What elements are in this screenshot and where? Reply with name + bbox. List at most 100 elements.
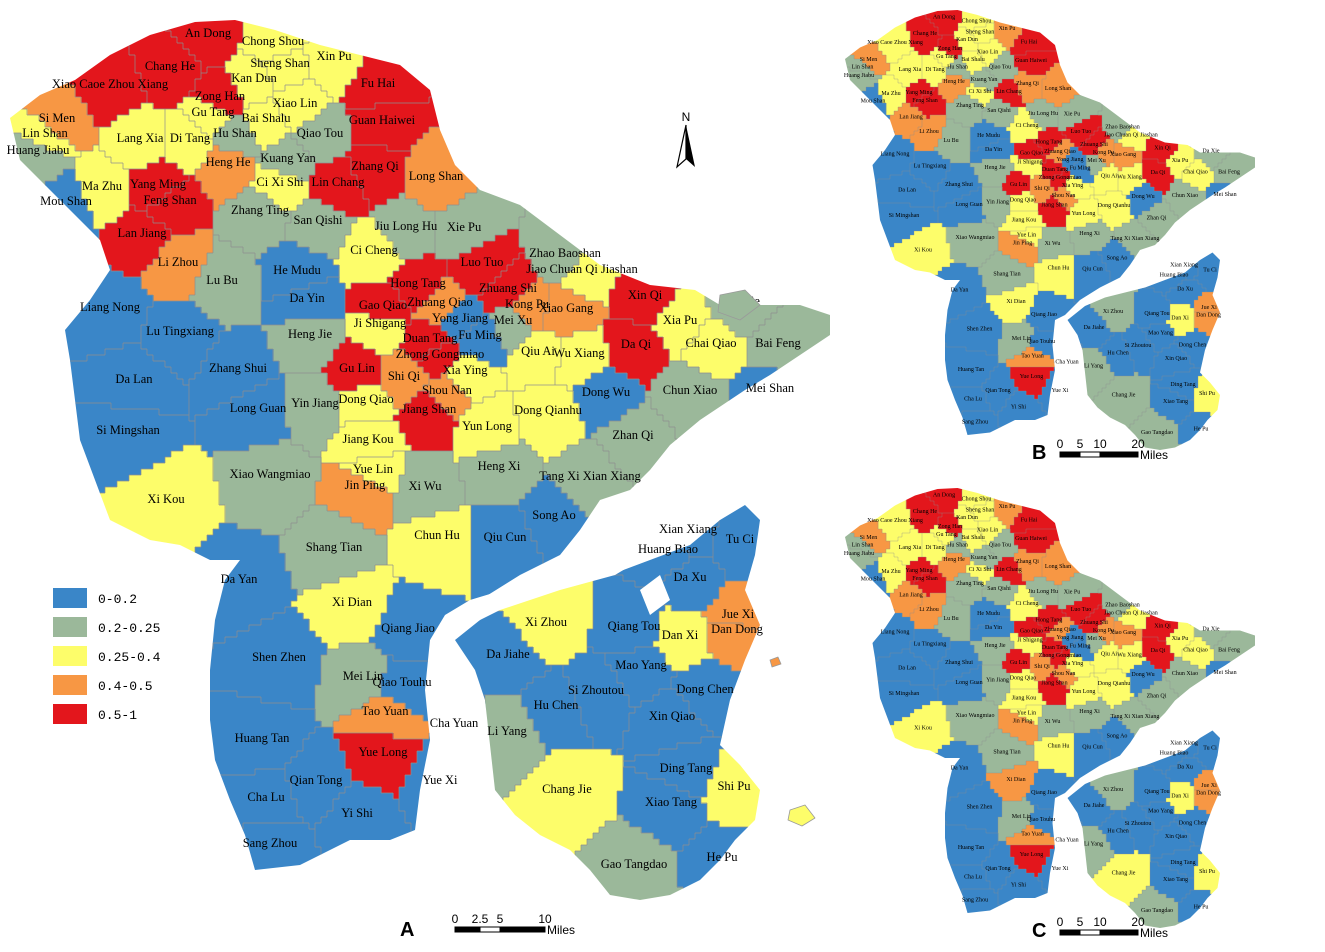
- c-region-duan-tang: [1042, 637, 1067, 658]
- c-region-xiao-gang: [1114, 621, 1143, 650]
- a-label-qiang-tou: Qiang Tou: [608, 619, 661, 633]
- a-label-da-qi: Da Qi: [621, 337, 652, 351]
- c-label-huang-jiabu: Huang Jiabu: [844, 551, 874, 557]
- lake-water: [640, 575, 670, 615]
- a-region-si-zhoutou: [563, 647, 636, 756]
- c-label-guan-haiwei: Guan Haiwei: [1015, 536, 1047, 542]
- a-region-heng-he: [195, 145, 256, 212]
- c-region-luo-tuo: [1062, 593, 1103, 626]
- b-label-sang-zhou: Sang Zhou: [962, 420, 988, 426]
- b-region-yin-jiang: [982, 187, 1011, 228]
- a-region-cha-yuan: [455, 659, 486, 882]
- c-label-gao-tangdao: Gao Tangdao: [1141, 908, 1173, 914]
- c-label-bai-feng: Bai Feng: [1218, 648, 1240, 654]
- b-label-yong-jiang: Yong Jiang: [1057, 157, 1084, 163]
- a-label-heng-he: Heng He: [206, 155, 251, 169]
- c-region-heng-jie: [970, 637, 1015, 666]
- c-label-jin-ping: Jin Ping: [1013, 719, 1033, 725]
- b-region-lu-tingxiang: [910, 151, 951, 192]
- c-label-da-jiahe: Da Jiahe: [1084, 803, 1105, 809]
- panel-c-labels: An Dong Chong Shou Xin Pu Chang He Xiao Caoe…: [844, 493, 1240, 915]
- a-label-tao-yuan: Tao Yuan: [362, 704, 410, 718]
- b-label-fu-ming: Fu Ming: [1070, 166, 1091, 172]
- a-label-dong-wu: Dong Wu: [582, 385, 631, 399]
- b-label-shou-nan: Shou Nan: [1052, 193, 1076, 199]
- c-label-tu-ci: Tu Ci: [1203, 746, 1217, 752]
- b-label-mao-yang: Mao Yang: [1148, 331, 1173, 337]
- b-label-qian-tong: Qian Tong: [985, 388, 1010, 394]
- a-label-gao-tangdao: Gao Tangdao: [601, 857, 668, 871]
- b-region-dong-qiao: [1010, 191, 1039, 212]
- c-label-chang-jie: Chang Jie: [1112, 871, 1136, 877]
- a-region-zhang-ting: [213, 187, 292, 260]
- a-region-san-qishi: [285, 199, 358, 260]
- b-label-luo-tuo: Luo Tuo: [1071, 129, 1092, 135]
- c-label-luo-tuo: Luo Tuo: [1071, 607, 1092, 613]
- b-region-hu-shan: [946, 55, 971, 80]
- a-region-tao-yuan: [333, 697, 436, 740]
- a-region-he-mudu: [255, 241, 340, 302]
- b-label-cha-yuan: Cha Yuan: [1055, 360, 1078, 366]
- legend-label-2: 0.25-0.4: [98, 650, 161, 665]
- c-region-da-yin: [970, 617, 1015, 642]
- b-region-lu-bu: [934, 119, 971, 164]
- legend: 0-0.2 0.2-0.25 0.25-0.4 0.4-0.5 0.5-1: [53, 588, 161, 724]
- b-label-guan-haiwei: Guan Haiwei: [1015, 58, 1047, 64]
- a-label-zhang-shui: Zhang Shui: [209, 361, 268, 375]
- c-label-li-yang: Li Yang: [1084, 842, 1103, 848]
- c-label-lan-jiang: Lan Jiang: [899, 593, 923, 599]
- c-label-shang-tian: Shang Tian: [993, 750, 1020, 756]
- b-label-cha-lu: Cha Lu: [964, 397, 982, 403]
- a-label-jin-ping: Jin Ping: [345, 478, 386, 492]
- c-region-xin-qiao: [1150, 822, 1195, 859]
- b-region-lan-jiang: [886, 103, 927, 140]
- a-label-huang-biao: Huang Biao: [638, 542, 698, 556]
- b-label-gu-tang: Gu Tang: [936, 54, 957, 60]
- a-region-chun-hu: [387, 505, 472, 602]
- legend-swatch-4: [53, 704, 87, 724]
- b-label-duan-tang: Duan Tang: [1042, 167, 1068, 173]
- b-region-qiang-tou: [1134, 284, 1171, 329]
- scale-tick-label: 0: [1057, 915, 1064, 929]
- b-region-long-guan: [938, 187, 987, 228]
- a-label-hu-shan: Hu Shan: [213, 126, 257, 140]
- c-label-da-yan: Da Yan: [951, 766, 969, 772]
- b-label-yin-jiang: Yin Jiang: [986, 200, 1009, 206]
- c-label-yin-jiang: Yin Jiang: [986, 678, 1009, 684]
- b-label-tao-yuan: Tao Yuan: [1021, 354, 1044, 360]
- a-label-ji-shigang: Ji Shigang: [354, 316, 407, 330]
- b-label-di-tang: Di Tang: [925, 67, 944, 73]
- a-region-heng-xi: [459, 439, 544, 506]
- c-region-yun-long: [1066, 673, 1103, 710]
- c-label-duan-tang: Duan Tang: [1042, 645, 1068, 651]
- c-label-yun-long: Yun Long: [1072, 689, 1096, 695]
- a-label-li-zhou: Li Zhou: [158, 255, 199, 269]
- b-label-he-pu: He Pu: [1194, 427, 1209, 433]
- b-label-ci-cheng: Ci Cheng: [1016, 123, 1039, 129]
- b-region-xiao-lin: [978, 39, 1007, 68]
- scale-bar-segment: [1079, 929, 1101, 936]
- c-label-song-ao: Song Ao: [1107, 734, 1128, 740]
- a-label-heng-xi: Heng Xi: [478, 459, 521, 473]
- c-label-xi-zhou: Xi Zhou: [1103, 787, 1123, 793]
- a-label-chai-qiao: Chai Qiao: [685, 336, 736, 350]
- a-label-xia-ying: Xia Ying: [442, 363, 488, 377]
- b-label-xiao-gang: Xiao Gang: [1110, 152, 1136, 158]
- b-label-dan-xi: Dan Xi: [1171, 316, 1189, 322]
- b-label-chai-qiao: Chai Qiao: [1183, 170, 1208, 176]
- c-label-liang-nong: Liang Nong: [881, 630, 910, 636]
- c-label-he-pu: He Pu: [1194, 905, 1209, 911]
- b-label-shi-qi: Shi Qi: [1034, 186, 1050, 192]
- c-label-heng-xi: Heng Xi: [1079, 709, 1100, 715]
- a-label-huang-jiabu: Huang Jiabu: [7, 143, 71, 157]
- c-label-jiao-chuan-qi-jiashan: Jiao Chuan Qi Jiashan: [1104, 611, 1158, 617]
- a-label-shang-tian: Shang Tian: [306, 540, 363, 554]
- c-label-sang-zhou: Sang Zhou: [962, 898, 988, 904]
- b-label-xie-pu: Xie Pu: [1064, 112, 1081, 118]
- c-label-qiao-touhu: Qiao Touhu: [1027, 817, 1055, 823]
- scale-tick-label: 0: [1057, 437, 1064, 451]
- b-region-zhuang-qiao: [1046, 139, 1075, 164]
- b-label-yun-long: Yun Long: [1072, 211, 1096, 217]
- a-region-xiao-wangmiao: [213, 439, 322, 536]
- b-label-qiu-ai: Qiu Ai: [1101, 174, 1118, 180]
